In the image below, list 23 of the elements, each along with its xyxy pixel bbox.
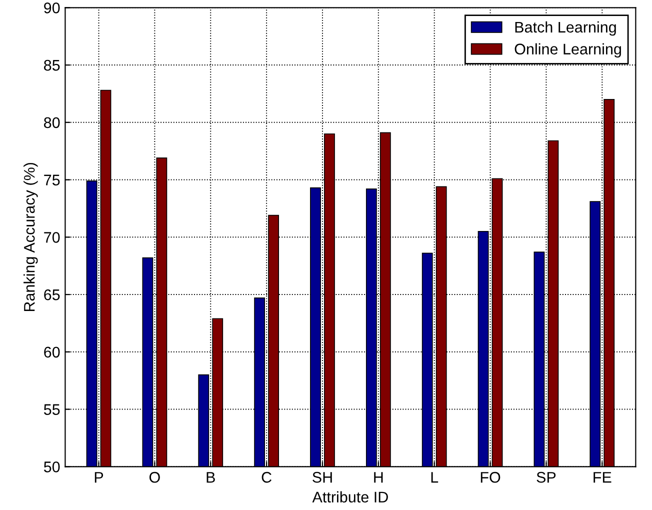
y-tick-label: 60 bbox=[44, 346, 60, 358]
x-tick-label: P bbox=[94, 472, 104, 483]
y-tick-label: 70 bbox=[44, 232, 60, 243]
legend-label: Online Learning bbox=[514, 43, 621, 58]
x-tick-label: L bbox=[431, 472, 438, 483]
x-tick-label: O bbox=[149, 472, 160, 483]
x-tick-label: SP bbox=[536, 472, 556, 483]
y-tick-label: 80 bbox=[44, 117, 60, 128]
y-tick-label: 85 bbox=[44, 60, 60, 71]
y-tick-label: 55 bbox=[44, 404, 60, 415]
x-tick-label: H bbox=[374, 472, 383, 483]
x-axis-title: Attribute ID bbox=[312, 491, 388, 503]
y-tick-label: 50 bbox=[44, 462, 60, 472]
y-tick-label: 75 bbox=[44, 174, 60, 186]
x-tick-label: C bbox=[262, 472, 272, 483]
legend-label: Batch Learning bbox=[515, 21, 616, 36]
y-tick-label: 65 bbox=[44, 289, 60, 300]
x-tick-label: FO bbox=[480, 472, 500, 483]
x-tick-label: B bbox=[206, 472, 215, 483]
y-tick-label: 90 bbox=[44, 2, 60, 14]
y-axis-title: Ranking Accuracy (%) bbox=[24, 162, 38, 312]
x-tick-label: FE bbox=[594, 472, 612, 483]
x-tick-label: SH bbox=[312, 472, 332, 483]
